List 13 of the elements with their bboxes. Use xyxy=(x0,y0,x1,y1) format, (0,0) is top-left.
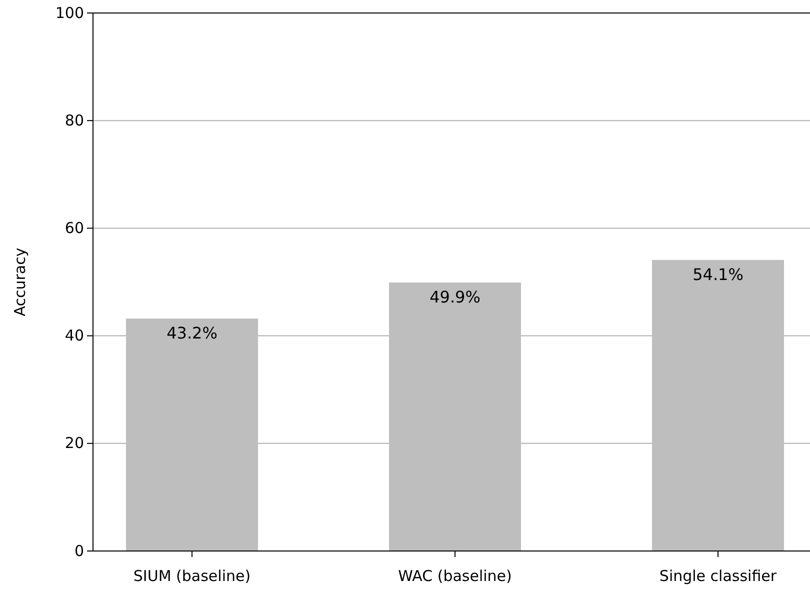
x-tick-label: SIUM (baseline) xyxy=(133,567,251,585)
y-tick-label: 80 xyxy=(64,111,84,130)
y-tick-label: 0 xyxy=(74,542,84,560)
x-tick-label: WAC (baseline) xyxy=(398,567,512,585)
data-label: 54.1% xyxy=(692,264,744,284)
x-tick-label: Single classifier xyxy=(659,567,778,585)
y-axis-title: Accuracy xyxy=(11,248,29,316)
data-label: 49.9% xyxy=(430,288,480,307)
y-tick-label: 40 xyxy=(64,326,84,345)
y-tick-label: 100 xyxy=(55,4,84,22)
data-label: 43.2% xyxy=(166,324,218,343)
y-tick-label: 60 xyxy=(64,219,84,237)
y-tick-label: 20 xyxy=(64,434,84,452)
